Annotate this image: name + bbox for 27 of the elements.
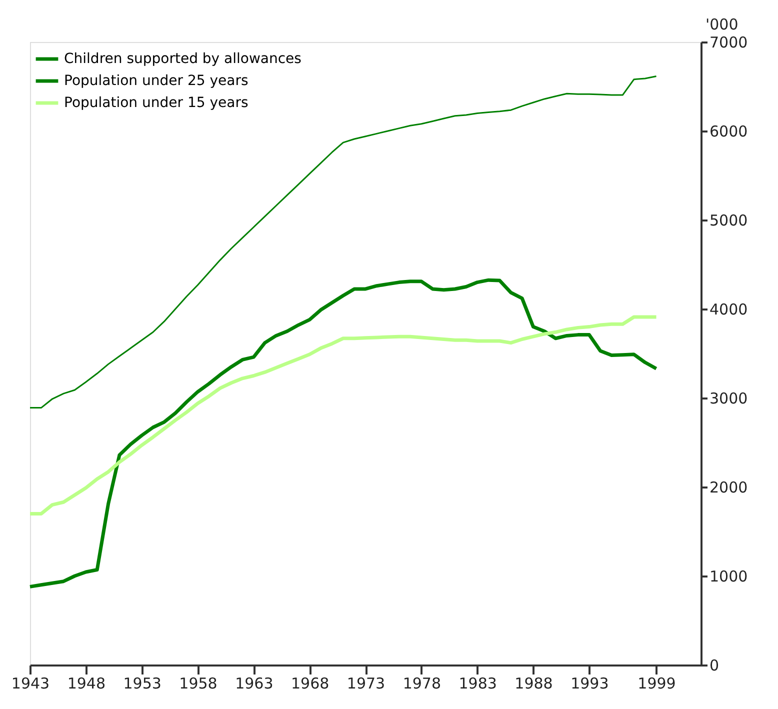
x-tick-label: 1968: [290, 674, 330, 692]
y-tick-label: 5000: [710, 212, 748, 230]
y-axis-title: '000: [706, 16, 738, 34]
y-tick-label: 0: [710, 656, 720, 674]
x-tick-label: 1988: [514, 674, 553, 692]
line-series: [28, 315, 658, 516]
x-tick-label: 1958: [179, 674, 218, 692]
x-tick-label: 1983: [458, 674, 497, 692]
x-tick-label: 1978: [402, 674, 442, 692]
x-tick-label: 1943: [11, 674, 50, 692]
x-tick-label: 1948: [67, 674, 106, 692]
line-series: [28, 278, 658, 588]
x-tick-label: 1999: [638, 674, 676, 692]
legend-label: Population under 25 years: [64, 73, 248, 89]
x-tick-label: 1973: [346, 674, 386, 692]
x-tick-label: 1963: [235, 674, 274, 692]
y-tick-label: 3000: [710, 390, 748, 408]
y-tick-label: 2000: [710, 478, 748, 496]
legend-label: Population under 15 years: [64, 95, 248, 111]
x-tick-label: 1993: [570, 674, 609, 692]
y-tick-label: 4000: [710, 300, 748, 318]
y-tick-label: 6000: [710, 122, 748, 140]
legend-label: Children supported by allowances: [64, 51, 302, 67]
line-series: [29, 76, 658, 409]
y-tick-label: 7000: [710, 34, 748, 52]
y-tick-label: 1000: [710, 568, 748, 586]
x-tick-label: 1953: [123, 674, 162, 692]
